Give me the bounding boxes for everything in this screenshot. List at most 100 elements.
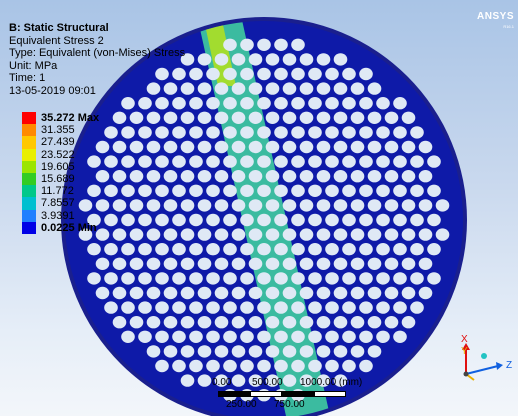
tube-hole [189,301,203,314]
tube-hole [427,213,441,227]
tube-hole [342,184,356,197]
tube-hole [401,170,416,183]
tube-hole [291,184,305,197]
tube-hole [350,111,365,125]
tube-hole [342,359,356,373]
tube-hole [359,243,373,256]
tube-hole [248,228,263,241]
tube-hole [231,199,246,212]
tube-hole [248,111,263,125]
tube-hole [418,257,433,270]
tube-hole [333,316,348,329]
legend-label: 19.605 [41,160,75,173]
tube-hole [146,170,161,183]
tube-hole [206,184,220,197]
tube-hole [163,345,178,358]
tube-hole [291,38,305,51]
tube-hole [333,228,348,241]
tube-hole [265,345,280,358]
tube-hole [299,345,314,358]
axis-triad[interactable]: X Y Z [452,332,516,388]
tube-hole [342,97,356,110]
tube-hole [308,155,322,168]
tube-hole [163,199,178,212]
tube-hole [180,345,195,358]
tube-hole [274,243,288,256]
tube-hole [257,38,271,51]
legend-swatch [22,112,36,125]
tube-hole [291,272,305,285]
tube-hole [299,53,314,66]
tube-hole [223,359,237,373]
legend-label: 15.689 [41,172,75,185]
tube-hole [367,82,382,95]
tube-hole [325,155,339,168]
tube-hole [384,111,399,125]
tube-hole [248,199,263,212]
tube-hole [129,257,144,270]
tube-hole [240,38,254,51]
legend-label: 7.8557 [41,197,75,210]
tube-hole [257,155,271,168]
tube-hole [393,155,407,168]
tube-hole [350,82,365,95]
tube-hole [180,286,195,300]
tube-hole [376,243,390,256]
legend-label: 31.355 [41,124,75,137]
tube-hole [146,228,161,241]
tube-hole [274,272,288,285]
tube-hole [87,184,101,197]
tube-hole [257,213,271,227]
tube-hole [384,316,399,329]
tube-hole [359,301,373,314]
tube-hole [316,199,331,212]
tube-hole [172,272,186,285]
tube-hole [359,184,373,197]
tube-hole [121,97,135,110]
legend-swatch [22,136,36,149]
tube-hole [197,140,212,154]
tube-hole [333,82,348,95]
tube-hole [350,257,365,270]
tube-hole [112,140,127,154]
tube-hole [350,228,365,241]
tube-hole [138,184,152,197]
legend-label: 23.522 [41,148,75,161]
tube-hole [172,301,186,314]
tube-hole [180,316,195,329]
tube-hole [316,170,331,183]
legend-label: 3.9391 [41,209,75,222]
tube-hole [231,286,246,300]
tube-hole [163,316,178,329]
tube-hole [274,184,288,197]
tube-hole [180,140,195,154]
tube-hole [197,111,212,125]
triad-origin [463,371,469,377]
tube-hole [401,140,416,154]
tube-hole [223,243,237,256]
tube-hole [189,272,203,285]
tube-hole [333,286,348,300]
scale-label-0: 0.00 [212,377,232,388]
tube-hole [129,228,144,241]
tube-hole [240,213,254,227]
tube-hole [104,184,118,197]
tube-hole [325,243,339,256]
tube-hole [282,82,297,95]
tube-hole [393,301,407,314]
tube-hole [359,213,373,227]
tube-hole [172,330,186,343]
tube-hole [104,126,118,139]
tube-hole [342,272,356,285]
tube-hole [265,257,280,270]
tube-hole [342,301,356,314]
tube-hole [206,126,220,139]
tube-hole [206,155,220,168]
tube-hole [223,213,237,227]
tube-hole [401,257,416,270]
tube-hole [231,53,246,66]
tube-hole [129,170,144,183]
tube-hole [291,67,305,81]
